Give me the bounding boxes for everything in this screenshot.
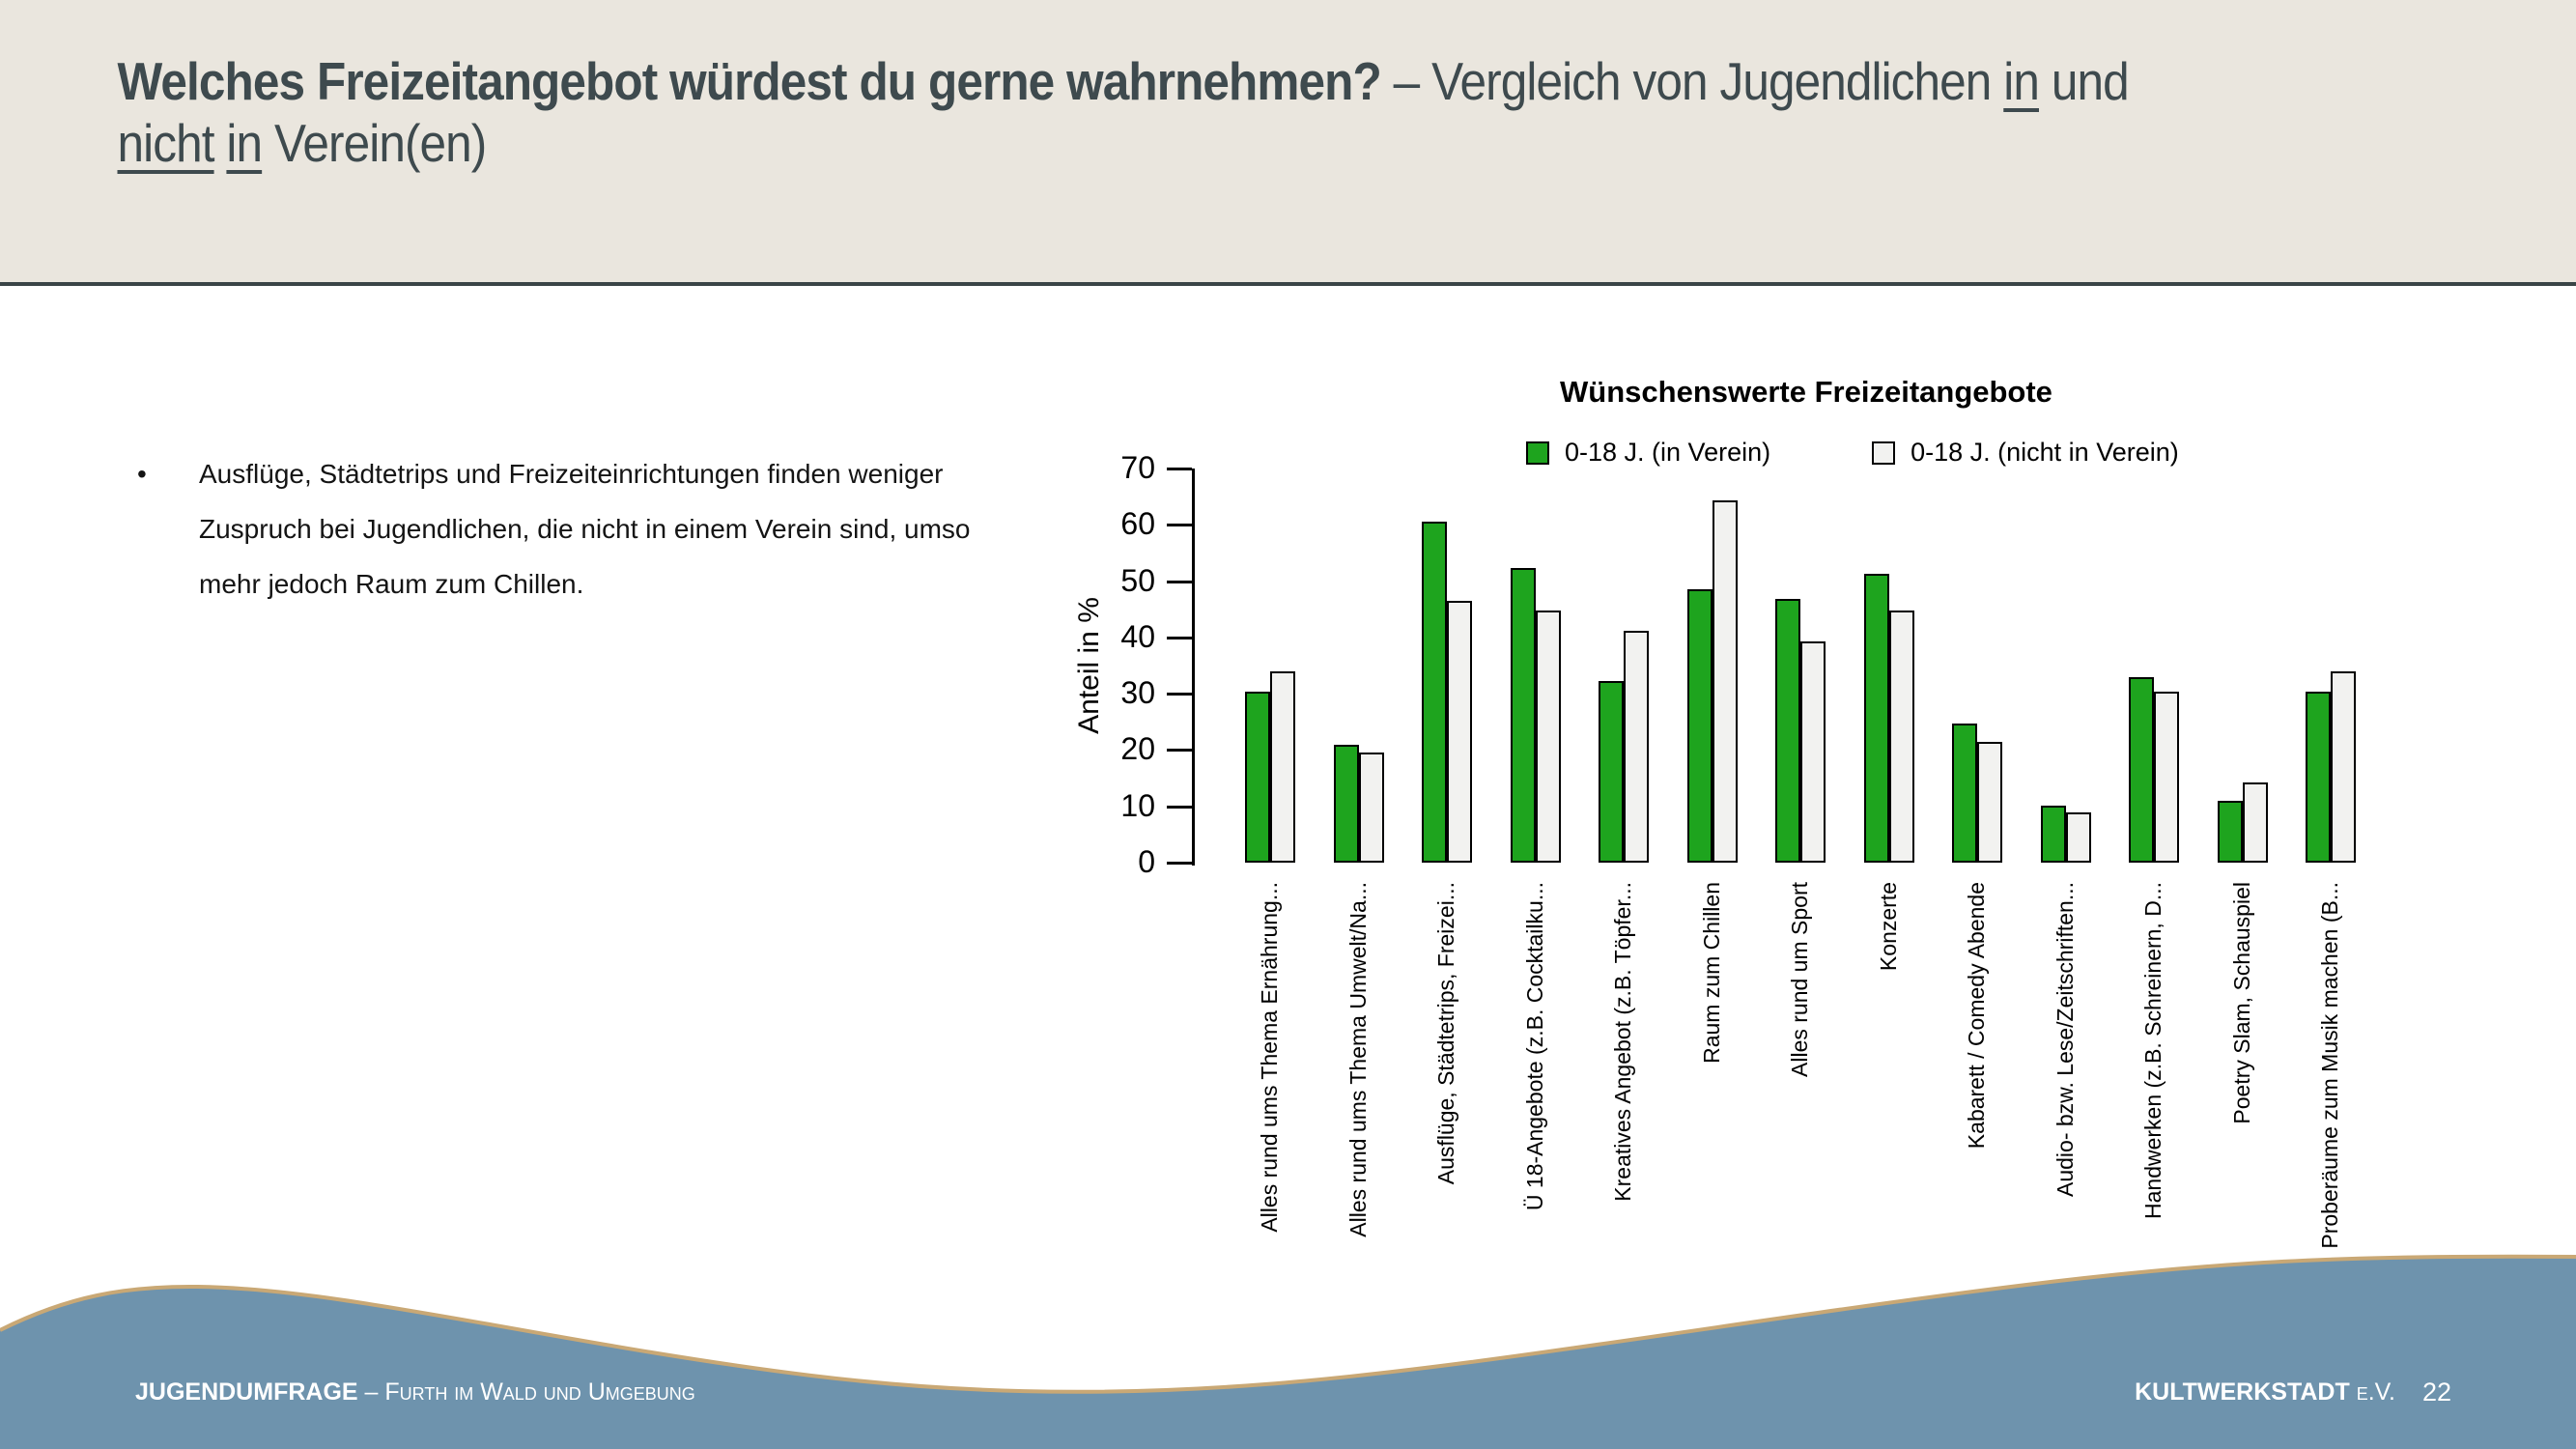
x-axis-label: Alles rund um Sport (1787, 882, 1812, 1077)
chart-title: Wünschenswerte Freizeitangebote (1560, 375, 2052, 409)
y-axis-title: Anteil in % (1073, 597, 1105, 734)
y-axis-tick (1167, 749, 1192, 753)
bar-nicht-in-verein (1358, 753, 1384, 863)
x-axis-label: Ausflüge, Städtetrips, Freizei... (1433, 882, 1458, 1185)
bar-nicht-in-verein (2242, 782, 2268, 863)
title-part: nicht (117, 113, 215, 173)
x-axis-label: Handwerken (z.B. Schreinern, D... (2140, 882, 2166, 1219)
bar-in-verein (1952, 724, 1977, 863)
bar-in-verein (2217, 801, 2243, 863)
bar-nicht-in-verein (2154, 692, 2179, 863)
footer-org-name: KULTWERKSTADT (2135, 1378, 2350, 1406)
x-axis-label: Ü 18-Angebote (z.B. Cocktailku... (1521, 882, 1547, 1211)
bar-nicht-in-verein (1712, 500, 1738, 863)
y-axis-tick-label: 70 (1120, 450, 1155, 485)
x-axis-label: Alles rund ums Thema Umwelt/Na... (1345, 882, 1371, 1237)
y-axis-tick-label: 30 (1120, 675, 1155, 711)
bar-in-verein (1510, 568, 1536, 863)
bar-nicht-in-verein (2065, 812, 2091, 863)
x-axis-label: Alles rund ums Thema Ernährung... (1257, 882, 1282, 1233)
title-part: Verein(en) (262, 113, 487, 173)
bar-in-verein (2040, 806, 2066, 863)
y-axis-tick (1167, 862, 1192, 865)
bar-nicht-in-verein (2331, 671, 2356, 863)
y-axis-tick-label: 40 (1120, 618, 1155, 654)
x-axis-label: Proberäume zum Musik machen (B... (2317, 882, 2342, 1249)
y-axis-tick-label: 60 (1120, 506, 1155, 542)
legend-item: 0-18 J. (nicht in Verein) (1872, 438, 2179, 468)
bar-in-verein (2129, 677, 2154, 863)
legend-swatch-icon (1526, 440, 1549, 465)
title-part: – Vergleich von Jugendlichen (1380, 51, 2004, 111)
y-axis-tick-label: 20 (1120, 731, 1155, 767)
y-axis-tick-label: 10 (1120, 787, 1155, 823)
y-axis-tick (1167, 805, 1192, 809)
title-part: Welches Freizeitangebot würdest du gerne… (117, 51, 1382, 111)
bar-in-verein (2306, 692, 2331, 863)
footer-org-suffix: e.V. (2349, 1378, 2395, 1406)
footer-left-subtitle: Furth im Wald und Umgebung (384, 1378, 695, 1406)
title-part: in (2003, 51, 2040, 111)
legend-label: 0-18 J. (nicht in Verein) (1911, 438, 2179, 467)
y-axis-line (1192, 469, 1195, 866)
page-number: 22 (2422, 1378, 2452, 1406)
x-axis-label: Audio- bzw. Lese/Zeitschriften... (2052, 882, 2078, 1197)
bar-nicht-in-verein (1888, 611, 1914, 863)
bar-nicht-in-verein (1270, 671, 1295, 863)
bar-nicht-in-verein (1800, 641, 1826, 863)
bar-nicht-in-verein (1977, 742, 2002, 863)
x-axis-label: Kreatives Angebot (z.B. Töpfer... (1610, 882, 1635, 1202)
title-part: in (226, 113, 263, 173)
x-axis-label: Raum zum Chillen (1698, 882, 1724, 1064)
y-axis-tick-label: 0 (1138, 844, 1155, 879)
y-axis-tick (1167, 693, 1192, 696)
legend-label: 0-18 J. (in Verein) (1565, 438, 1771, 467)
x-axis-label: Konzerte (1875, 882, 1901, 972)
bar-in-verein (1775, 599, 1800, 863)
title-part: und (2038, 51, 2130, 111)
bar-nicht-in-verein (1624, 631, 1649, 863)
bar-in-verein (1245, 692, 1270, 863)
bullet-marker: • (137, 459, 147, 489)
bullet-item: • Ausflüge, Städtetrips und Freizeiteinr… (137, 446, 977, 611)
y-axis-tick (1167, 580, 1192, 583)
footer-left: JUGENDUMFRAGE – Furth im Wald und Umgebu… (135, 1378, 695, 1406)
bar-nicht-in-verein (1447, 601, 1472, 863)
y-axis-tick (1167, 636, 1192, 639)
x-axis-label: Kabarett / Comedy Abende (1964, 882, 1989, 1150)
bullet-text: Ausflüge, Städtetrips und Freizeiteinric… (199, 459, 971, 599)
y-axis-tick (1167, 524, 1192, 527)
bar-in-verein (1863, 574, 1889, 863)
footer-left-sep: – (357, 1378, 385, 1406)
legend-swatch-icon (1872, 440, 1896, 465)
x-axis-label: Poetry Slam, Schauspiel (2228, 882, 2254, 1124)
slide-header: Welches Freizeitangebot würdest du gerne… (0, 0, 2576, 286)
legend-item: 0-18 J. (in Verein) (1526, 438, 1770, 468)
y-axis-tick (1167, 468, 1192, 470)
bar-in-verein (1599, 681, 1624, 863)
chart-legend: 0-18 J. (in Verein) 0-18 J. (nicht in Ver… (1526, 438, 2179, 468)
slide-title: Welches Freizeitangebot würdest du gerne… (0, 0, 2318, 174)
bar-in-verein (1422, 522, 1447, 863)
footer-left-title: JUGENDUMFRAGE (135, 1378, 358, 1406)
bar-in-verein (1333, 745, 1359, 863)
y-axis-tick-label: 50 (1120, 562, 1155, 598)
bar-nicht-in-verein (1535, 611, 1561, 863)
bar-in-verein (1686, 589, 1713, 863)
footer-right: KULTWERKSTADT e.V. (2135, 1378, 2395, 1406)
